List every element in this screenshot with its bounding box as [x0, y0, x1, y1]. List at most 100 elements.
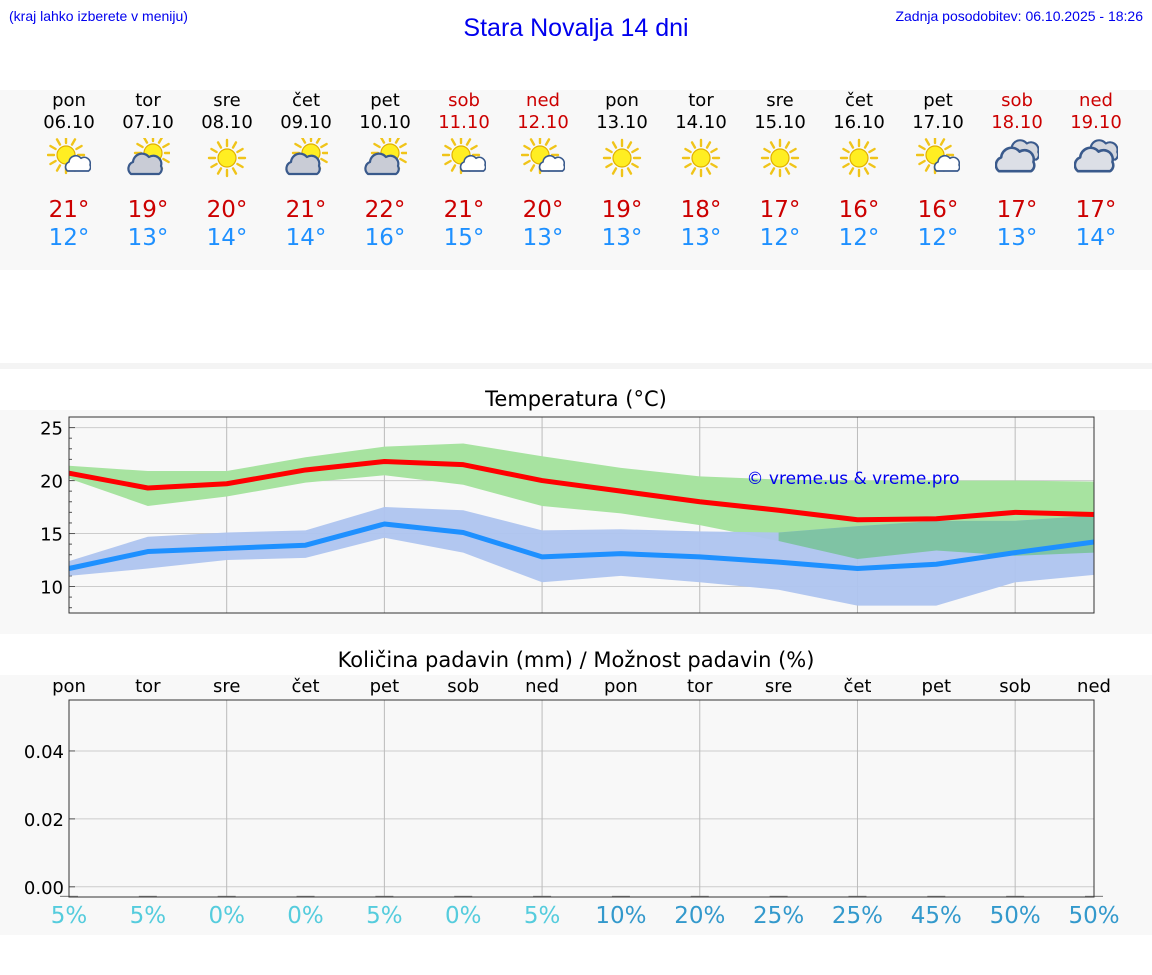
precip-day-label: sob	[447, 676, 480, 697]
sun-shape	[207, 138, 247, 178]
max-temp: 18°	[680, 197, 722, 223]
precip-chance-label: 20%	[674, 903, 726, 929]
day-date: 08.10	[201, 112, 253, 133]
min-temp: 14°	[206, 225, 248, 251]
temp-y-tick-label: 20	[40, 472, 63, 493]
precip-chance-label: 25%	[753, 903, 805, 929]
sun-behind-cloud-icon	[127, 138, 170, 176]
min-temp: 12°	[917, 225, 959, 251]
day-date: 14.10	[675, 112, 727, 133]
min-temp: 12°	[838, 225, 880, 251]
precip-chance-label: 5%	[50, 903, 88, 929]
precip-bar	[533, 895, 552, 897]
precip-day-label: čet	[843, 676, 872, 697]
location-hint-link[interactable]: (kraj lahko izberete v meniju)	[9, 8, 188, 24]
cloud-shape	[538, 154, 565, 172]
max-temp: 17°	[759, 197, 801, 223]
temp-plot-frame	[68, 416, 1095, 614]
day-date: 10.10	[359, 112, 411, 133]
day-date: 15.10	[754, 112, 806, 133]
precip-bar	[848, 895, 867, 897]
watermark-text: © vreme.us & vreme.pro	[746, 469, 959, 489]
min-temp: 14°	[1075, 225, 1117, 251]
partly-sunny-icon	[442, 138, 486, 175]
partly-sunny-icon	[916, 138, 960, 175]
day-date: 17.10	[912, 112, 964, 133]
separator-band	[0, 363, 1152, 369]
day-date: 06.10	[43, 112, 95, 133]
min-temp: 12°	[48, 225, 90, 251]
last-update-text: Zadnja posodobitev: 06.10.2025 - 18:26	[895, 8, 1143, 24]
precip-bar	[217, 895, 236, 897]
precip-chance-label: 50%	[1068, 903, 1120, 929]
partly-sunny-icon	[521, 138, 565, 175]
min-temp-line	[68, 521, 1095, 572]
day-name: tor	[135, 90, 161, 111]
band-overlap	[778, 515, 1094, 559]
day-name: pon	[605, 90, 639, 111]
day-date: 13.10	[596, 112, 648, 133]
cloud-shape	[933, 154, 960, 172]
precip-y-tick-label: 0.04	[24, 742, 64, 763]
cloud-shape	[127, 152, 163, 176]
min-temp: 13°	[996, 225, 1038, 251]
precip-bar	[454, 895, 473, 897]
day-date: 07.10	[122, 112, 174, 133]
min-temp: 15°	[443, 225, 485, 251]
day-name: pon	[52, 90, 86, 111]
max-temp: 17°	[1075, 197, 1117, 223]
day-date: 12.10	[517, 112, 569, 133]
sun-shape	[602, 138, 642, 178]
min-temp: 16°	[364, 225, 406, 251]
precip-day-label: ned	[525, 676, 560, 697]
sun-icon	[681, 138, 721, 178]
day-name: tor	[688, 90, 714, 111]
precip-day-label: tor	[687, 676, 713, 697]
precip-chance-label: 0%	[444, 903, 482, 929]
precipitation-chart-title: Količina padavin (mm) / Možnost padavin …	[337, 648, 815, 672]
cloud-shape	[1074, 146, 1115, 173]
precip-bar	[611, 895, 630, 897]
min-temp: 13°	[680, 225, 722, 251]
precip-day-label: sre	[764, 676, 793, 697]
cloud-shape	[285, 152, 321, 176]
precip-day-label: pet	[921, 676, 952, 697]
day-date: 19.10	[1070, 112, 1122, 133]
cloud-shape	[64, 154, 91, 172]
daily-forecast-strip: pon 06.10 21° 12° tor 07.10 19° 13° sre 08.10 20° 1…	[0, 90, 1152, 270]
precip-day-label: pon	[52, 676, 86, 697]
precip-chance-label: 5%	[366, 903, 403, 929]
precip-bar	[296, 895, 315, 897]
max-temp: 21°	[443, 197, 485, 223]
day-date: 09.10	[280, 112, 332, 133]
sun-shape	[681, 138, 721, 178]
day-name: sob	[448, 90, 480, 111]
day-name: sre	[766, 90, 794, 111]
sun-icon	[760, 138, 800, 178]
sun-shape	[839, 138, 879, 178]
max-temp: 16°	[838, 197, 880, 223]
max-temp: 22°	[364, 197, 406, 223]
precip-bar	[769, 895, 788, 897]
max-temp: 21°	[48, 197, 90, 223]
max-temp-line	[68, 458, 1095, 523]
precip-y-tick-label: 0.00	[24, 878, 64, 899]
max-temp: 21°	[285, 197, 327, 223]
precip-chance-label: 45%	[910, 903, 962, 929]
temp-y-tick-label: 10	[40, 578, 63, 599]
precip-chance-label: 50%	[989, 903, 1041, 929]
max-temp: 17°	[996, 197, 1038, 223]
page-title: Stara Novalja 14 dni	[463, 14, 689, 42]
precip-bar	[1006, 895, 1025, 897]
sun-shape	[760, 138, 800, 178]
precip-chance-label: 10%	[595, 903, 647, 929]
partly-sunny-icon	[47, 138, 91, 175]
precip-bar	[138, 895, 157, 897]
precip-plot-frame	[68, 699, 1095, 898]
max-temp: 20°	[522, 197, 564, 223]
sun-icon	[839, 138, 879, 178]
precip-chance-label: 0%	[287, 903, 324, 929]
precip-day-label: čet	[291, 676, 320, 697]
day-name: čet	[291, 90, 321, 111]
